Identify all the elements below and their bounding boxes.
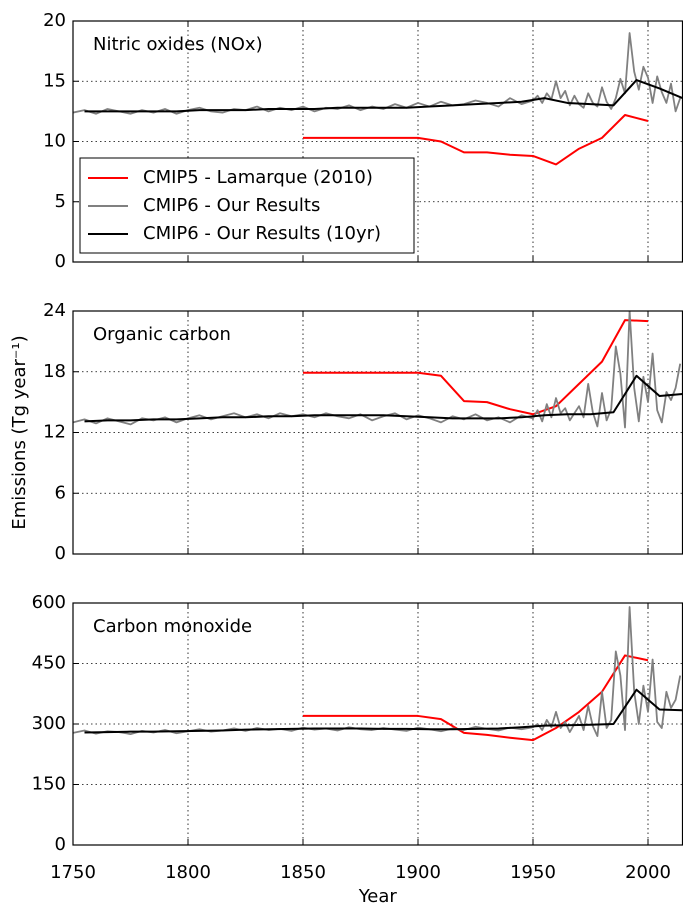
y-tick-label: 450 [32,653,66,674]
y-tick-label: 15 [43,70,66,91]
x-tick-label: 2000 [625,862,671,883]
x-axis-label: Year [358,886,398,906]
x-tick-label: 1750 [50,862,96,883]
y-tick-label: 12 [43,422,66,443]
y-tick-label: 24 [43,300,66,321]
panel-title: Organic carbon [93,324,231,345]
x-tick-label: 1950 [510,862,556,883]
line-series [303,654,649,742]
legend-label: CMIP6 - Our Results [143,195,320,216]
legend-label: CMIP6 - Our Results (10yr) [143,223,381,244]
y-tick-label: 0 [55,834,66,855]
x-tick-label: 1800 [165,862,211,883]
line-series [303,319,649,416]
y-tick-label: 600 [32,592,66,613]
y-tick-label: 5 [55,191,66,212]
y-tick-label: 18 [43,361,66,382]
y-tick-label: 6 [55,482,66,503]
line-series [84,374,683,423]
y-tick-label: 20 [43,10,66,31]
y-tick-label: 0 [55,543,66,564]
x-tick-label: 1900 [395,862,441,883]
legend-box [79,157,415,254]
y-tick-label: 10 [43,131,66,152]
panel-title: Nitric oxides (NOx) [93,34,263,55]
line-series [303,113,649,166]
y-tick-label: 300 [32,713,66,734]
y-axis-label: Emissions (Tg year⁻¹) [9,335,30,529]
y-tick-label: 0 [55,251,66,272]
line-series [84,688,683,734]
line-series [73,311,682,429]
y-tick-label: 150 [32,774,66,795]
legend: CMIP5 - Lamarque (2010) CMIP6 - Our Resul… [79,157,415,254]
x-tick-label: 1850 [280,862,326,883]
line-series [84,79,683,113]
legend-label: CMIP5 - Lamarque (2010) [143,167,373,188]
panel-title: Carbon monoxide [93,616,252,637]
